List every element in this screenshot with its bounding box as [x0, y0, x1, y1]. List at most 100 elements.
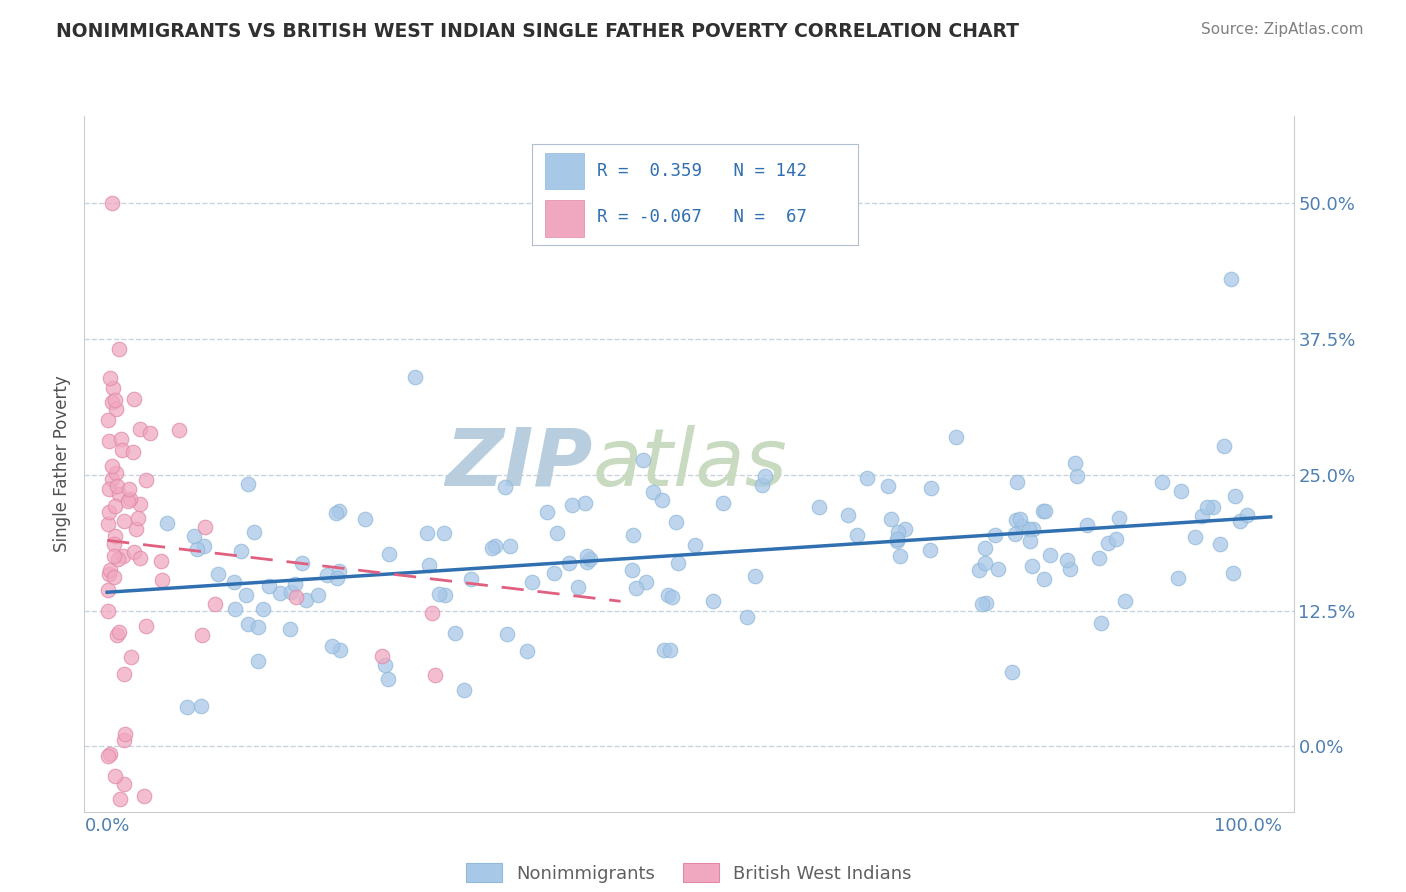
Point — [374, 658, 396, 673]
Point — [127, 511, 149, 525]
Point — [291, 556, 314, 570]
Point — [837, 508, 859, 522]
Point — [112, 777, 135, 791]
Point — [98, 747, 121, 761]
Point — [122, 545, 145, 559]
Point — [321, 639, 343, 653]
Point — [976, 597, 998, 611]
Point — [887, 524, 910, 539]
Point — [103, 549, 125, 564]
Point — [654, 643, 676, 657]
Point — [967, 563, 990, 577]
Point — [139, 426, 162, 441]
Point — [973, 541, 995, 555]
Point — [1105, 532, 1128, 546]
Point — [1001, 665, 1024, 679]
Point — [243, 525, 266, 540]
Point — [108, 487, 131, 501]
Point — [543, 566, 565, 580]
Point — [987, 562, 1010, 576]
Text: NONIMMIGRANTS VS BRITISH WEST INDIAN SINGLE FATHER POVERTY CORRELATION CHART: NONIMMIGRANTS VS BRITISH WEST INDIAN SIN… — [56, 22, 1019, 41]
Point — [247, 655, 270, 669]
Point — [231, 544, 253, 558]
Point — [97, 434, 120, 449]
Point — [1108, 511, 1130, 525]
Point — [120, 650, 142, 665]
Point — [1018, 522, 1040, 536]
Point — [176, 700, 198, 714]
Point — [316, 568, 339, 582]
Point — [96, 516, 118, 531]
Point — [751, 478, 773, 492]
Point — [856, 470, 879, 484]
Point — [235, 588, 257, 602]
Point — [97, 748, 120, 763]
Point — [98, 566, 121, 581]
Point — [754, 469, 776, 483]
Point — [920, 481, 942, 495]
Point — [416, 526, 439, 541]
Point — [1076, 518, 1098, 533]
Point — [460, 572, 482, 586]
Point — [661, 590, 683, 604]
Point — [97, 604, 120, 618]
Point — [1195, 500, 1218, 514]
Point — [156, 516, 179, 531]
Point — [1008, 512, 1031, 526]
Point — [186, 541, 208, 556]
Point — [328, 565, 350, 579]
Point — [1005, 512, 1028, 526]
Point — [193, 539, 215, 553]
Point — [370, 649, 392, 664]
Point — [1097, 536, 1119, 550]
Point — [224, 602, 246, 616]
Point — [378, 548, 401, 562]
Point — [683, 538, 706, 552]
Point — [558, 557, 581, 571]
Point — [280, 585, 302, 599]
Point — [354, 512, 377, 526]
Point — [621, 563, 644, 577]
Point — [1059, 561, 1081, 575]
Point — [643, 485, 665, 500]
Point — [328, 504, 350, 518]
Point — [329, 643, 352, 657]
Point — [377, 673, 399, 687]
Point — [578, 551, 600, 566]
Point — [101, 472, 124, 486]
Point — [190, 628, 212, 642]
Point — [97, 505, 120, 519]
Point — [1191, 509, 1213, 524]
Legend: Nonimmigrants, British West Indians: Nonimmigrants, British West Indians — [467, 863, 911, 883]
Point — [427, 587, 450, 601]
Point — [665, 515, 688, 529]
Point — [846, 528, 869, 542]
Point — [536, 505, 558, 519]
Point — [889, 549, 911, 563]
Point — [284, 576, 307, 591]
Point — [1033, 504, 1056, 518]
Point — [135, 619, 157, 633]
Point — [1213, 439, 1236, 453]
Point — [183, 529, 205, 543]
Point — [101, 395, 124, 409]
Point — [453, 683, 475, 698]
Point — [1152, 475, 1174, 489]
Point — [624, 581, 647, 595]
Point — [666, 556, 689, 570]
Point — [224, 575, 246, 590]
Point — [574, 495, 596, 509]
Point — [149, 554, 172, 568]
Point — [152, 573, 174, 587]
Point — [247, 620, 270, 634]
Point — [494, 480, 516, 494]
Point — [711, 496, 734, 510]
Point — [894, 522, 917, 536]
Point — [1063, 456, 1085, 470]
Point — [98, 482, 121, 496]
Point — [105, 628, 128, 642]
Point — [1170, 484, 1192, 499]
Point — [104, 529, 127, 543]
Point — [207, 567, 229, 582]
Point — [1114, 594, 1136, 608]
